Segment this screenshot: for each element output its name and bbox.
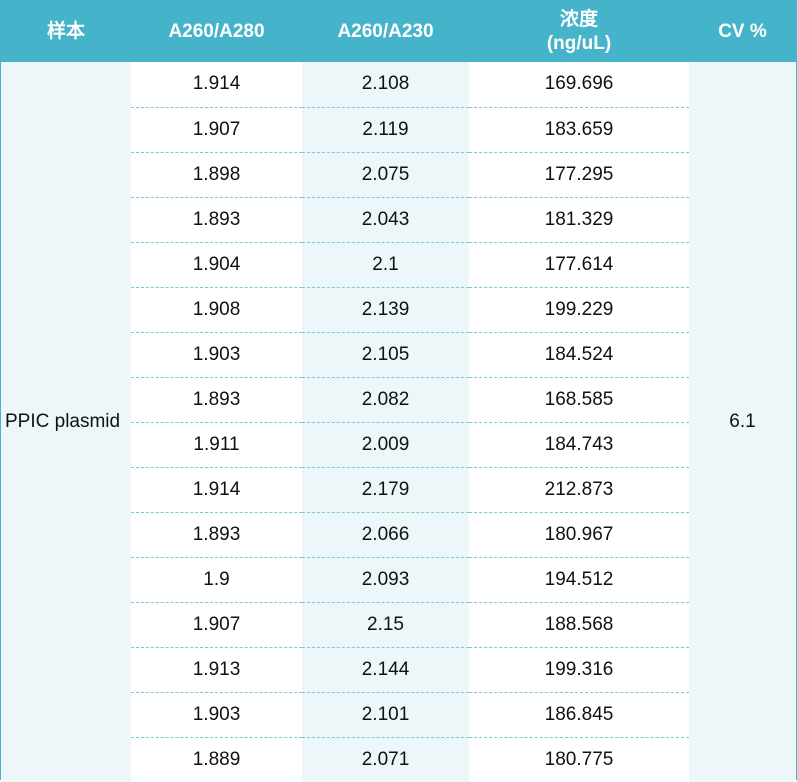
table-row: 1.907 2.119 183.659 [1,107,796,153]
table-row: 1.914 2.179 212.873 [1,467,796,513]
a260-a230-cell: 2.075 [302,152,469,198]
a260-a230-cell: 2.093 [302,557,469,603]
a260-a230-cell: 2.105 [302,332,469,378]
table-row: 1.908 2.139 199.229 [1,287,796,333]
concentration-cell: 194.512 [469,557,689,603]
a260-a230-cell: 2.101 [302,692,469,738]
concentration-cell: 180.775 [469,737,689,782]
table-row: 1.903 2.105 184.524 [1,332,796,378]
header-sample: 样本 [1,1,131,62]
concentration-cell: 177.614 [469,242,689,288]
concentration-cell: 181.329 [469,197,689,243]
a260-a230-cell: 2.108 [302,62,469,108]
a260-a230-cell: 2.179 [302,467,469,513]
table-row: 1.913 2.144 199.316 [1,647,796,693]
table-row: 1.893 2.043 181.329 [1,197,796,243]
table-body: PPIC plasmid 1.914 2.108 169.696 6.1 1.907 2.1… [1,62,796,782]
cv-value-cell: 6.1 [689,62,796,782]
a260-a230-cell: 2.066 [302,512,469,558]
table-row: 1.893 2.066 180.967 [1,512,796,558]
header-a260-a230: A260/A230 [302,1,469,62]
a260-a280-cell: 1.903 [131,692,302,738]
table-row: 1.904 2.1 177.614 [1,242,796,288]
concentration-cell: 168.585 [469,377,689,423]
a260-a280-cell: 1.913 [131,647,302,693]
header-concentration-title: 浓度 [559,8,598,30]
sample-name-cell: PPIC plasmid [1,62,131,782]
a260-a280-cell: 1.908 [131,287,302,333]
table-row: PPIC plasmid 1.914 2.108 169.696 6.1 [1,62,796,782]
table-row: 1.907 2.15 188.568 [1,602,796,648]
concentration-cell: 188.568 [469,602,689,648]
header-cv: CV % [689,1,796,62]
a260-a230-cell: 2.119 [302,107,469,153]
table-row: 1.903 2.101 186.845 [1,692,796,738]
a260-a280-cell: 1.893 [131,512,302,558]
header-a260-a280: A260/A280 [131,1,302,62]
a260-a230-cell: 2.009 [302,422,469,468]
table-row: 1.898 2.075 177.295 [1,152,796,198]
a260-a230-cell: 2.15 [302,602,469,648]
table-row: 1.889 2.071 180.775 [1,737,796,782]
header-concentration-unit: (ng/uL) [546,32,612,54]
a260-a280-cell: 1.914 [131,467,302,513]
a260-a280-cell: 1.893 [131,377,302,423]
concentration-cell: 177.295 [469,152,689,198]
a260-a230-cell: 2.139 [302,287,469,333]
table-row: 1.893 2.082 168.585 [1,377,796,423]
concentration-cell: 169.696 [469,62,689,108]
a260-a280-cell: 1.911 [131,422,302,468]
header-row: 样本 A260/A280 A260/A230 浓度 (ng/uL) CV % [1,1,796,62]
concentration-cell: 184.524 [469,332,689,378]
concentration-cell: 199.229 [469,287,689,333]
a260-a280-cell: 1.904 [131,242,302,288]
a260-a280-cell: 1.914 [131,62,302,108]
concentration-cell: 184.743 [469,422,689,468]
table-header: 样本 A260/A280 A260/A230 浓度 (ng/uL) CV % [1,1,796,62]
a260-a280-cell: 1.889 [131,737,302,782]
table-row: 1.9 2.093 194.512 [1,557,796,603]
a260-a280-cell: 1.898 [131,152,302,198]
concentration-cell: 186.845 [469,692,689,738]
a260-a280-cell: 1.907 [131,602,302,648]
concentration-cell: 183.659 [469,107,689,153]
a260-a280-cell: 1.893 [131,197,302,243]
a260-a280-cell: 1.9 [131,557,302,603]
table-row: 1.911 2.009 184.743 [1,422,796,468]
a260-a230-cell: 2.082 [302,377,469,423]
header-concentration: 浓度 (ng/uL) [469,1,689,62]
a260-a230-cell: 2.1 [302,242,469,288]
a260-a230-cell: 2.043 [302,197,469,243]
concentration-cell: 180.967 [469,512,689,558]
a260-a280-cell: 1.907 [131,107,302,153]
concentration-cell: 199.316 [469,647,689,693]
a260-a230-cell: 2.144 [302,647,469,693]
a260-a280-cell: 1.903 [131,332,302,378]
a260-a230-cell: 2.071 [302,737,469,782]
concentration-cell: 212.873 [469,467,689,513]
